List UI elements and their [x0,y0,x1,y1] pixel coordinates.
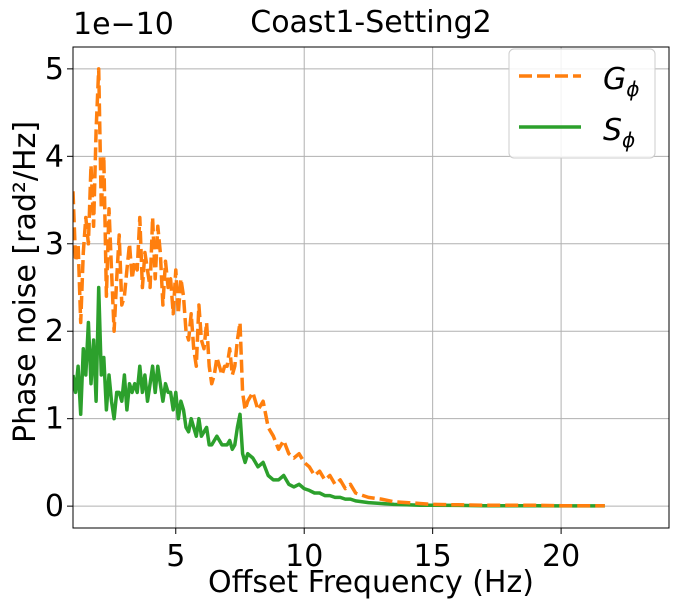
series-line-s [73,285,605,508]
y-tick-label: 2 [45,314,64,349]
legend-label-s-sub: ϕ [622,128,635,152]
y-offset-label: 1e−10 [73,7,174,42]
chart-title: Coast1-Setting2 [250,5,492,40]
legend-label-s: Sϕ [603,113,635,152]
legend: Gϕ Sϕ [508,48,656,159]
y-tick-label: 3 [45,227,64,262]
legend-label-g-base: G [603,62,626,97]
legend-label-s-base: S [603,113,622,148]
x-tick-label: 20 [542,539,580,574]
x-tick-label: 5 [166,539,185,574]
legend-label-g-sub: ϕ [626,77,639,101]
series-lines [73,67,605,508]
x-tick-label: 15 [414,539,452,574]
y-tick-label: 5 [45,52,64,87]
y-tick-label: 4 [45,139,64,174]
legend-label-g: Gϕ [603,62,639,101]
axis-ticks: 5 10 15 20 0 1 2 3 4 5 [45,52,580,574]
y-tick-label: 0 [45,489,64,524]
plot-frame [72,46,670,529]
x-tick-label: 10 [285,539,323,574]
x-axis-label: Offset Frequency (Hz) [208,565,534,600]
y-axis-label: Phase noise [rad²/Hz] [8,121,43,443]
y-tick-label: 1 [45,402,64,437]
series-line-g [73,67,605,508]
